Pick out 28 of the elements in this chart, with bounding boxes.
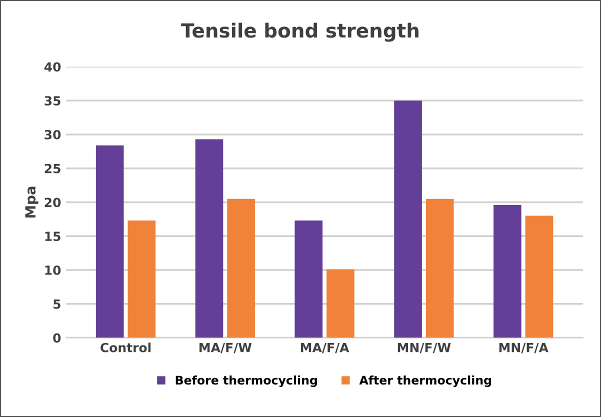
y-tick-label: 30: [44, 130, 61, 140]
x-tick-label: Control: [100, 342, 151, 352]
legend-label: Before thermocycling: [176, 376, 317, 388]
bar: [525, 216, 554, 338]
y-tick-label: 20: [44, 198, 61, 208]
y-tick-label: 40: [44, 62, 61, 72]
x-tick-label: MA/F/A: [300, 343, 350, 354]
x-tick-label: MN/F/A: [499, 343, 548, 354]
bar: [96, 145, 124, 338]
bar: [128, 220, 156, 338]
y-tick-label: 5: [54, 300, 60, 309]
y-axis-title: Mpa: [25, 186, 38, 218]
x-tick-label: MA/F/W: [200, 343, 252, 354]
bar: [294, 220, 323, 338]
bar: [326, 269, 354, 338]
y-tick-label: 35: [44, 96, 60, 106]
legend-label: After thermocycling: [359, 376, 492, 388]
bar: [494, 204, 522, 338]
bar: [227, 198, 255, 338]
bar: [426, 198, 454, 338]
bar: [394, 100, 422, 338]
chart-title: Tensile bond strength: [181, 22, 418, 42]
y-tick-label: 15: [45, 232, 60, 242]
y-tick-label: 10: [45, 265, 61, 275]
y-tick-label: 0: [53, 333, 61, 343]
x-tick-label: MN/F/W: [398, 343, 451, 354]
bar: [195, 139, 224, 338]
y-tick-label: 25: [44, 164, 60, 174]
